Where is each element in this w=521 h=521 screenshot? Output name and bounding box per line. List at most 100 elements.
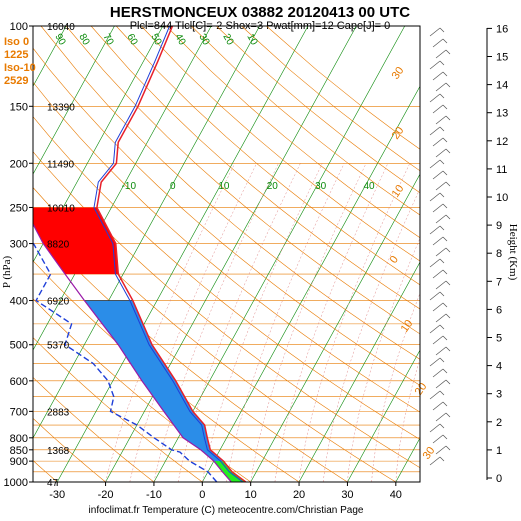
isotherm-label: 40 — [363, 181, 375, 192]
wind-barb — [435, 313, 447, 323]
wind-barb — [429, 60, 441, 70]
wind-barb — [429, 225, 441, 235]
height-tick-label: 13 — [496, 108, 508, 120]
dry-adiabat — [90, 26, 420, 310]
wind-barbs-panel — [429, 27, 451, 466]
wind-barb-flag — [442, 335, 448, 341]
moist-adiabat — [298, 163, 411, 482]
height-tick-label: 16 — [496, 23, 508, 35]
parcel-line — [33, 222, 232, 482]
pressure-tick-label: 250 — [10, 202, 28, 214]
moist-adiabat — [153, 163, 279, 482]
wind-barb-flag — [445, 49, 451, 55]
moist-adiabat — [274, 163, 389, 482]
isotherm-line — [347, 349, 420, 482]
isotherm-line — [298, 261, 420, 482]
geopotential-height-label: 16040 — [47, 22, 75, 33]
dry-adiabat-label: 30 — [390, 65, 407, 82]
wind-barb-flag — [442, 368, 448, 374]
wind-barb — [435, 214, 447, 224]
mixing-ratio-label: 80 — [76, 32, 91, 48]
wind-barb — [435, 247, 447, 257]
wind-barb — [429, 357, 441, 367]
cape-area — [33, 207, 119, 275]
height-tick-label: 14 — [496, 80, 508, 92]
geopotential-height-label: 6920 — [47, 297, 70, 308]
grid-labels: -10 0 10 20 30 40 90 80 70 60 50 40 30 20 10 30 20 10 0 10 2… — [52, 32, 437, 462]
wind-barb-flag — [445, 346, 451, 352]
geopotential-height-label: 5370 — [47, 341, 70, 352]
info-line: 1225 — [4, 49, 28, 61]
dry-adiabat-label: 30 — [421, 445, 438, 462]
isotherm-line — [33, 26, 260, 439]
wind-barb — [432, 302, 444, 312]
height-axis-label: Height (Km) — [507, 224, 519, 281]
moist-adiabat — [250, 163, 367, 482]
isotherm-line — [33, 26, 115, 175]
wind-barb — [432, 38, 444, 48]
wind-barb-flag — [442, 302, 448, 308]
height-tick-label: 12 — [496, 136, 508, 148]
wind-barb — [432, 434, 444, 444]
wind-barb-flag — [439, 126, 445, 132]
wind-barb — [429, 93, 441, 103]
temperature-tick-label: 30 — [341, 489, 353, 501]
dry-adiabat — [33, 337, 203, 482]
pressure-tick-label: 850 — [10, 445, 28, 457]
wind-barb-flag — [439, 225, 445, 231]
wind-barb-flag — [442, 71, 448, 77]
geopotential-heights: 16040 13390 11490 10010 8820 6920 5370 2883 1368… — [47, 22, 75, 489]
wind-barb — [432, 335, 444, 345]
temperature-tick-label: 0 — [199, 489, 205, 501]
pressure-tick-label: 150 — [10, 101, 28, 113]
wind-barb — [435, 115, 447, 125]
dry-adiabat-label: 0 — [388, 254, 401, 266]
wind-barb — [435, 346, 447, 356]
geopotential-height-label: 10010 — [47, 203, 75, 214]
virtual-temp-line — [93, 26, 244, 482]
height-tick-label: 1 — [496, 445, 502, 457]
dry-adiabat — [65, 26, 420, 335]
dry-adiabat — [33, 417, 106, 482]
isotherm-line — [395, 437, 420, 482]
moist-adiabat — [395, 357, 420, 482]
geopotential-height-label: 11490 — [47, 159, 75, 170]
wind-barb-flag — [439, 93, 445, 99]
temperature-tick-label: -20 — [98, 489, 114, 501]
dry-adiabat-label: 20 — [390, 125, 407, 142]
pressure-tick-label: 100 — [10, 21, 28, 33]
wind-barb — [432, 203, 444, 213]
mixing-ratio-label: 70 — [100, 32, 115, 48]
wind-barb-flag — [445, 313, 451, 319]
wind-barb — [429, 258, 441, 268]
moist-adiabat — [323, 187, 420, 482]
mixing-ratio-label: 60 — [124, 32, 139, 48]
wind-barb-flag — [442, 236, 448, 242]
isotherm-line — [202, 85, 420, 482]
geopotential-height-label: 2883 — [47, 407, 70, 418]
dry-adiabat — [165, 26, 420, 239]
pressure-tick-label: 600 — [10, 376, 28, 388]
isotherm-line — [105, 26, 357, 482]
cin-area — [83, 300, 247, 482]
wind-barb-flag — [445, 214, 451, 220]
sounding-profiles — [33, 26, 247, 482]
height-tick-label: 2 — [496, 417, 502, 429]
wind-barb — [435, 49, 447, 59]
isotherm-line — [33, 26, 164, 263]
height-tick-label: 7 — [496, 276, 502, 288]
wind-barb — [435, 445, 447, 455]
moist-adiabat — [177, 163, 301, 482]
chart-title: HERSTMONCEUX 03882 20120413 00 UTC — [110, 4, 410, 21]
wind-barb — [435, 148, 447, 158]
isotherm-label: 20 — [267, 181, 279, 192]
wind-barb — [432, 269, 444, 279]
info-line: Iso 0 — [4, 36, 29, 48]
wind-barb — [429, 291, 441, 301]
wind-barb-flag — [445, 379, 451, 385]
dry-adiabat — [140, 26, 420, 262]
dry-adiabat — [33, 47, 420, 386]
